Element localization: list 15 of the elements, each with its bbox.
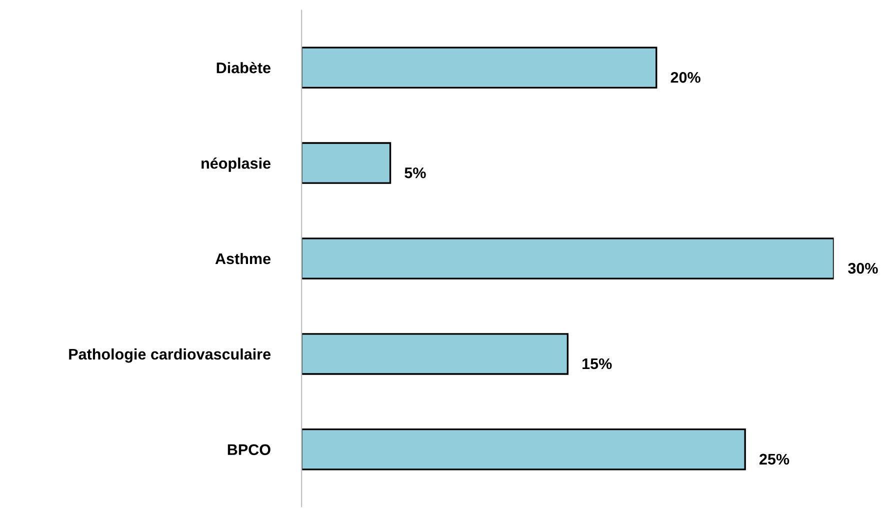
bar: [302, 333, 569, 375]
data-label: 25%: [760, 454, 790, 465]
y-tick-label: Diabète: [216, 62, 271, 74]
data-label: 5%: [404, 167, 426, 178]
y-tick-label: BPCO: [228, 444, 270, 456]
bar: [302, 46, 658, 88]
data-label: 30%: [848, 262, 878, 274]
bar: [302, 428, 746, 470]
y-tick-label: Pathologie cardiovasculaire: [69, 348, 271, 363]
data-label: 20%: [670, 72, 700, 83]
data-label: 15%: [582, 358, 612, 370]
bar: [302, 238, 834, 280]
bar: [302, 142, 392, 184]
y-tick-label: néoplasie: [202, 157, 271, 172]
y-tick-label: Asthme: [215, 252, 271, 264]
